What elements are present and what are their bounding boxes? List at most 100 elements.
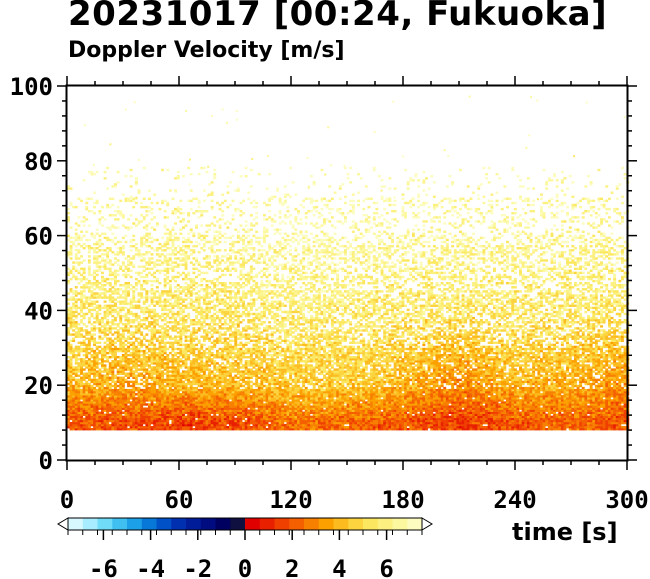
heatmap-cell [223,302,227,305]
heatmap-cell [106,329,110,332]
heatmap-cell [168,316,172,320]
heatmap-cell [239,286,243,289]
heatmap-cell [161,397,164,400]
heatmap-cell [145,228,149,231]
heatmap-cell [77,407,81,410]
heatmap-cell [231,333,235,336]
heatmap-cell [129,417,133,421]
heatmap-cell [150,335,154,338]
heatmap-cell [182,300,185,303]
heatmap-cell [140,343,144,347]
heatmap-cell [244,327,248,330]
heatmap-cell [249,257,253,260]
heatmap-cell [121,331,125,334]
heatmap-cell [234,356,238,359]
heatmap-cell [208,360,211,363]
heatmap-cell [179,316,183,320]
heatmap-cell [85,343,89,347]
heatmap-cell [114,417,117,421]
heatmap-cell [234,331,238,334]
heatmap-cell [155,222,159,225]
heatmap-cell [221,376,225,379]
heatmap-cell [197,199,201,203]
heatmap-cell [168,335,172,338]
heatmap-cell [213,238,217,242]
heatmap-cell [87,341,91,344]
heatmap-cell [239,426,243,429]
heatmap-cell [132,391,136,394]
heatmap-cell [145,296,149,299]
heatmap-cell [82,341,86,344]
heatmap-cell [95,419,99,423]
heatmap-cell [108,298,112,301]
heatmap-cell [197,405,201,408]
heatmap-cell [187,426,191,429]
heatmap-cell [87,360,91,363]
heatmap-cell [174,189,177,192]
heatmap-cell [95,300,99,303]
heatmap-cell [137,273,141,277]
heatmap-cell [77,428,81,431]
heatmap-cell [74,384,78,388]
heatmap-cell [153,321,157,324]
heatmap-cell [213,391,217,394]
heatmap-cell [244,364,248,367]
heatmap-cell [236,290,240,293]
heatmap-cell [205,331,209,334]
heatmap-cell [247,426,251,429]
heatmap-cell [114,351,117,355]
heatmap-cell [111,224,115,227]
heatmap-cell [116,349,120,353]
heatmap-cell [205,426,209,429]
heatmap-cell [103,421,107,425]
heatmap-cell [234,362,238,365]
heatmap-cell [171,316,175,320]
heatmap-cell [239,411,243,414]
heatmap-cell [150,415,154,419]
heatmap-cell [124,407,128,410]
heatmap-cell [163,242,167,246]
heatmap-cell [155,413,159,416]
heatmap-cell [67,417,70,421]
heatmap-cell [114,310,117,314]
heatmap-cell [77,269,81,272]
heatmap-cell [192,292,196,295]
heatmap-cell [176,407,180,410]
heatmap-cell [176,257,180,260]
heatmap-cell [95,393,99,396]
heatmap-cell [213,316,217,320]
heatmap-cell [197,339,201,342]
heatmap-cell [161,263,164,266]
heatmap-cell [72,321,76,324]
heatmap-cell [239,356,243,359]
heatmap-cell [187,401,191,404]
heatmap-cell [77,327,81,330]
heatmap-cell [87,378,91,382]
heatmap-cell [226,327,230,330]
heatmap-cell [226,259,230,262]
heatmap-cell [182,288,185,291]
heatmap-cell [166,314,170,318]
heatmap-cell [168,341,172,344]
heatmap-cell [106,314,110,318]
heatmap-cell [116,380,120,384]
heatmap-cell [108,388,112,392]
heatmap-cell [145,372,149,375]
heatmap-cell [145,339,149,342]
heatmap-cell [93,378,96,382]
heatmap-cell [129,199,133,203]
heatmap-cell [137,279,141,283]
heatmap-cell [226,236,230,240]
heatmap-cell [205,368,209,371]
heatmap-cell [142,265,146,268]
heatmap-cell [132,372,136,375]
heatmap-cell [213,345,217,349]
heatmap-cell [252,302,256,305]
heatmap-cell [148,395,151,398]
heatmap-cell [179,298,183,301]
heatmap-cell [82,288,86,291]
heatmap-cell [197,351,201,355]
heatmap-cell [142,384,146,388]
heatmap-cell [255,384,259,388]
heatmap-cell [229,290,232,293]
